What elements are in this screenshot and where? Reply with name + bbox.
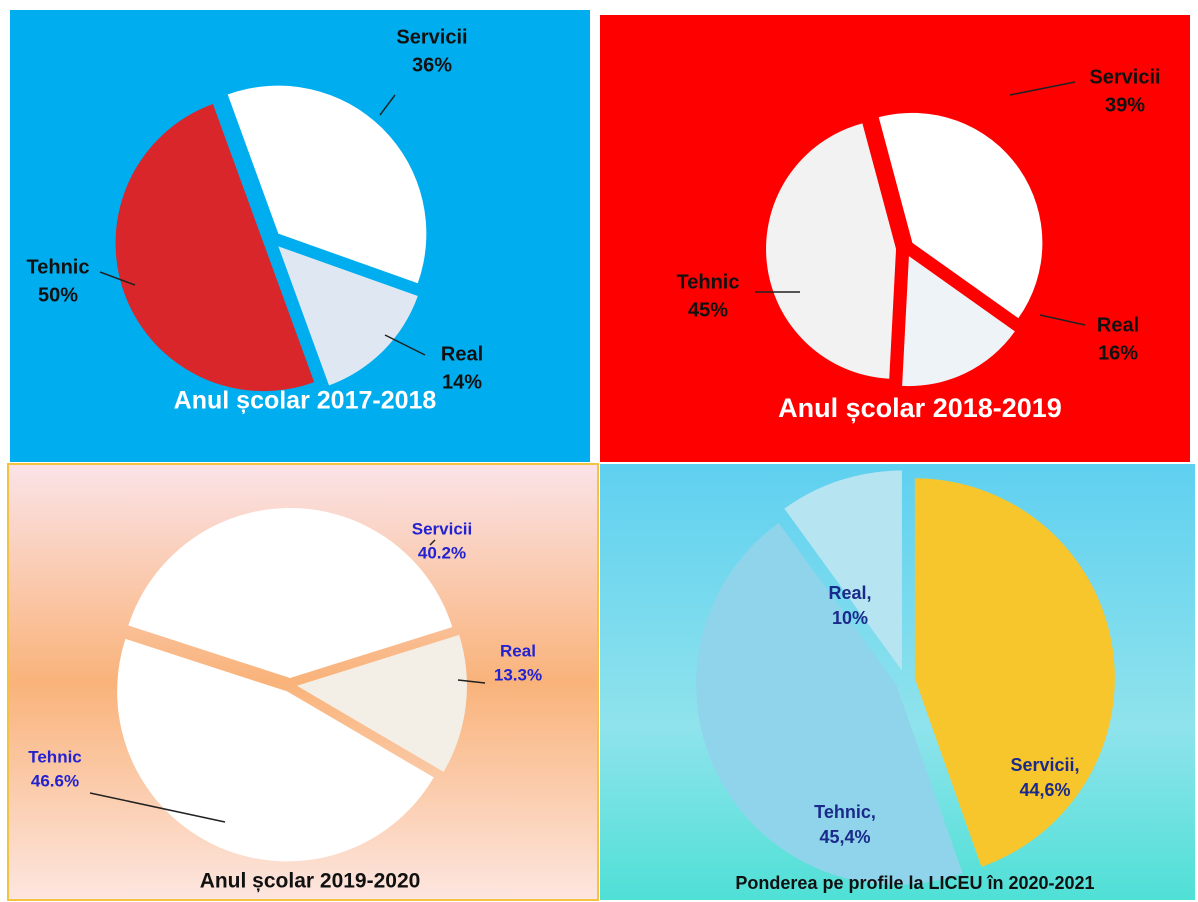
- category-label: Real,: [828, 583, 871, 603]
- value-label: 44,6%: [1019, 780, 1070, 800]
- category-label: Servicii: [412, 519, 473, 538]
- pie-slice: [115, 104, 315, 392]
- leader-line: [1039, 314, 1086, 326]
- pie-slice: [296, 634, 467, 772]
- category-label: Tehnic,: [814, 802, 876, 822]
- chart-title: Anul școlar 2018-2019: [778, 393, 1062, 423]
- leader-line: [99, 271, 136, 286]
- leader-line: [379, 94, 396, 116]
- leader-line: [1009, 81, 1076, 96]
- pie-slice: [902, 256, 1015, 387]
- category-label: Tehnic: [28, 747, 82, 766]
- value-label: 13.3%: [494, 665, 542, 684]
- leader-line: [384, 334, 426, 356]
- value-label: 46.6%: [31, 771, 79, 790]
- category-label: Tehnic: [27, 256, 90, 278]
- value-label: 39%: [1105, 94, 1145, 116]
- category-label: Tehnic: [677, 271, 740, 293]
- panel-bg: [600, 15, 1190, 462]
- category-label: Servicii: [1089, 66, 1160, 88]
- category-label: Real: [1097, 314, 1139, 336]
- category-label: Real: [441, 343, 483, 365]
- value-label: 50%: [38, 284, 78, 306]
- pie-slice: [128, 508, 453, 679]
- pie-slice: [696, 522, 963, 885]
- pie-slice: [766, 123, 897, 379]
- value-label: 16%: [1098, 342, 1138, 364]
- category-label: Servicii: [396, 26, 467, 48]
- category-label: Real: [500, 641, 536, 660]
- pie-slice: [117, 638, 434, 862]
- pie-slice: [784, 470, 902, 671]
- pie-slice: [878, 112, 1043, 319]
- value-label: 40.2%: [418, 543, 466, 562]
- value-label: 10%: [832, 608, 868, 628]
- leader-line: [457, 679, 486, 684]
- value-label: 45%: [688, 299, 728, 321]
- pie-slice: [278, 246, 418, 386]
- leader-line: [429, 539, 436, 546]
- pie-slice: [227, 85, 427, 284]
- pie-slice: [914, 478, 1115, 867]
- chart-title: Anul școlar 2017-2018: [174, 387, 437, 415]
- category-label: Servicii,: [1010, 755, 1079, 775]
- value-label: 14%: [442, 371, 482, 393]
- chart-title: Anul școlar 2019-2020: [200, 870, 421, 893]
- chart-title: Ponderea pe profile la LICEU în 2020-202…: [735, 873, 1094, 893]
- leader-line: [89, 792, 226, 823]
- value-label: 36%: [412, 54, 452, 76]
- value-label: 45,4%: [819, 827, 870, 847]
